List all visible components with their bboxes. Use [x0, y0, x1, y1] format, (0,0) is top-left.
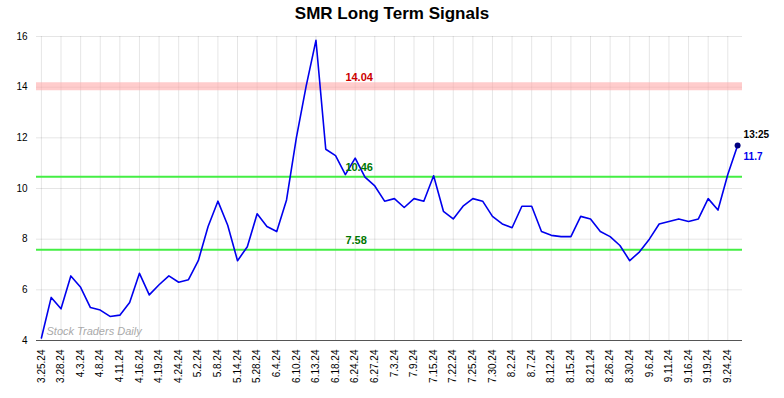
svg-text:12: 12 [16, 132, 28, 143]
svg-text:7.15.24: 7.15.24 [428, 349, 439, 383]
svg-text:9.11.24: 9.11.24 [663, 349, 674, 382]
svg-text:7.58: 7.58 [345, 234, 366, 246]
svg-text:4.8.24: 4.8.24 [94, 349, 105, 377]
svg-text:4: 4 [22, 335, 28, 346]
svg-text:3.25.24: 3.25.24 [36, 349, 47, 383]
svg-text:7.3.24: 7.3.24 [389, 349, 400, 377]
svg-text:8.2.24: 8.2.24 [506, 349, 517, 377]
svg-text:10.46: 10.46 [345, 161, 373, 173]
svg-text:8.26.24: 8.26.24 [604, 349, 615, 383]
svg-text:6.13.24: 6.13.24 [310, 349, 321, 383]
svg-text:6: 6 [22, 284, 28, 295]
svg-text:9.16.24: 9.16.24 [683, 349, 694, 383]
svg-text:11.7: 11.7 [744, 151, 763, 162]
svg-text:6.27.24: 6.27.24 [369, 349, 380, 383]
svg-text:16: 16 [16, 31, 28, 42]
svg-text:4.24.24: 4.24.24 [173, 349, 184, 383]
svg-text:7.30.24: 7.30.24 [487, 349, 498, 383]
svg-text:5.8.24: 5.8.24 [212, 349, 223, 377]
svg-text:5.14.24: 5.14.24 [232, 349, 243, 383]
svg-text:14.04: 14.04 [345, 71, 373, 83]
svg-text:4.11.24: 4.11.24 [114, 349, 125, 382]
svg-text:8.30.24: 8.30.24 [624, 349, 635, 383]
svg-text:10: 10 [16, 183, 28, 194]
svg-text:9.19.24: 9.19.24 [702, 349, 713, 383]
svg-text:9.6.24: 9.6.24 [644, 349, 655, 377]
svg-text:8.12.24: 8.12.24 [545, 349, 556, 383]
svg-text:Stock Traders Daily: Stock Traders Daily [47, 325, 144, 337]
svg-text:8.15.24: 8.15.24 [565, 349, 576, 383]
html-text:SMR Long Term Signals: SMR Long Term Signals [294, 4, 490, 23]
svg-text:8.7.24: 8.7.24 [526, 349, 537, 377]
svg-text:14: 14 [16, 81, 28, 92]
svg-text:3.28.24: 3.28.24 [55, 349, 66, 383]
svg-text:5.28.24: 5.28.24 [251, 349, 262, 383]
svg-text:6.4.24: 6.4.24 [271, 349, 282, 377]
svg-text:6.24.24: 6.24.24 [349, 349, 360, 383]
svg-text:6.18.24: 6.18.24 [330, 349, 341, 383]
svg-text:5.2.24: 5.2.24 [192, 349, 203, 377]
svg-text:4.16.24: 4.16.24 [134, 349, 145, 383]
svg-text:7.25.24: 7.25.24 [467, 349, 478, 383]
svg-text:13:25: 13:25 [744, 129, 770, 140]
svg-text:8: 8 [22, 233, 28, 244]
svg-text:8.21.24: 8.21.24 [585, 349, 596, 383]
svg-text:9.24.24: 9.24.24 [722, 349, 733, 383]
svg-text:7.9.24: 7.9.24 [408, 349, 419, 377]
svg-text:7.22.24: 7.22.24 [447, 349, 458, 383]
svg-text:6.10.24: 6.10.24 [291, 349, 302, 383]
svg-text:4.19.24: 4.19.24 [153, 349, 164, 383]
svg-text:4.3.24: 4.3.24 [75, 349, 86, 377]
